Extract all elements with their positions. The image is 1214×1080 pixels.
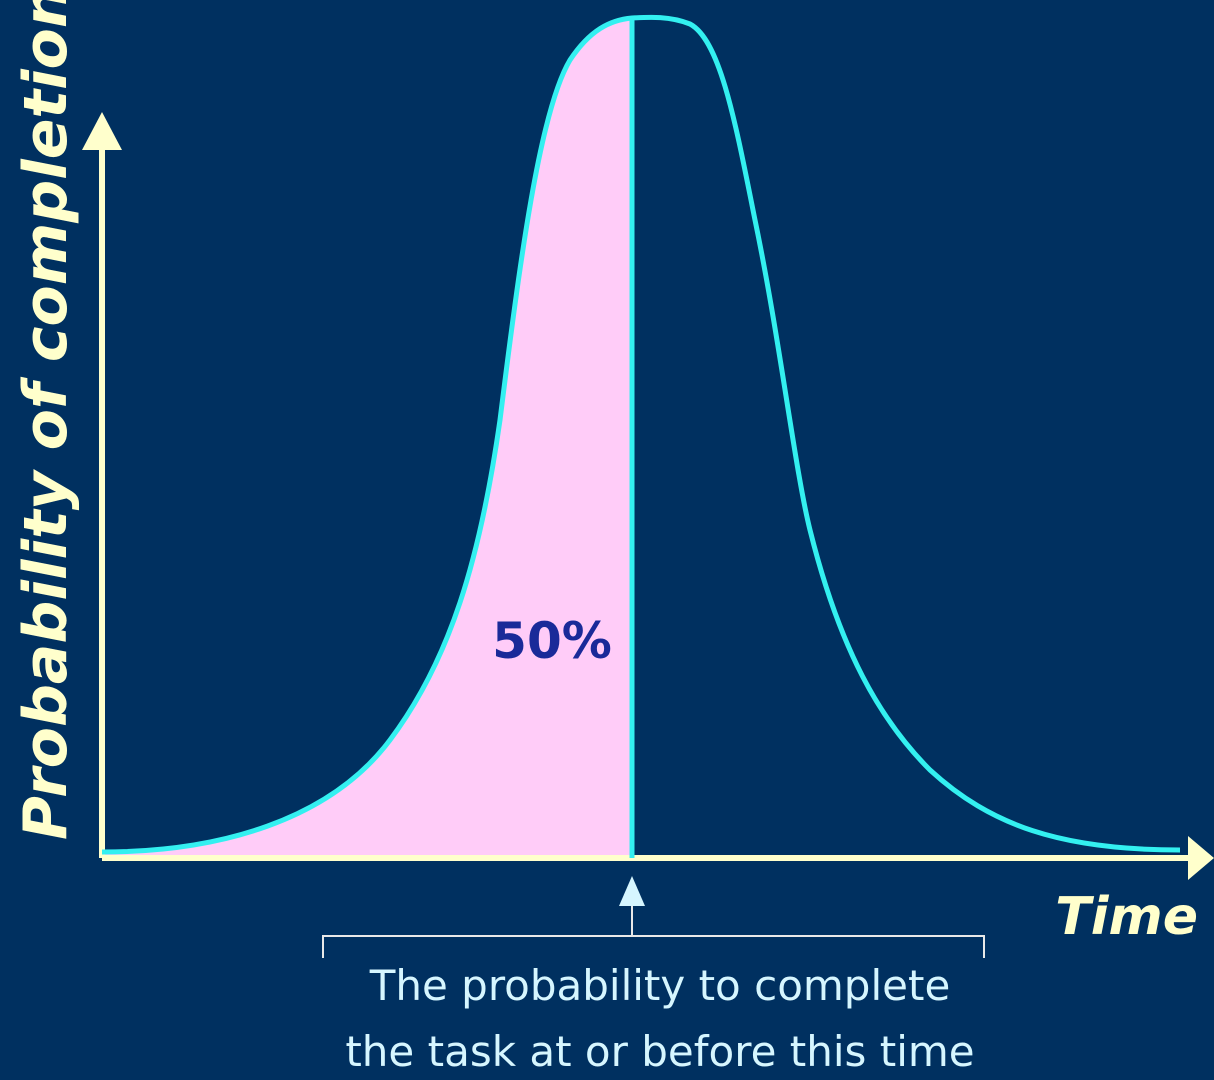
caption-line-2: the task at or before this time: [345, 1027, 974, 1076]
x-axis-arrowhead: [1188, 836, 1214, 880]
y-axis-arrowhead: [82, 112, 122, 150]
caption-line-1: The probability to complete: [369, 961, 951, 1010]
probability-curve: [101, 14, 1181, 855]
percent-label: 50%: [492, 612, 612, 670]
caption-bracket: [322, 935, 985, 958]
shaded-area-left-half: [102, 18, 632, 858]
y-axis-label: Probability of completion: [11, 0, 81, 840]
marker-arrow-up-icon: [619, 876, 645, 906]
x-axis-label: Time: [1055, 887, 1198, 947]
